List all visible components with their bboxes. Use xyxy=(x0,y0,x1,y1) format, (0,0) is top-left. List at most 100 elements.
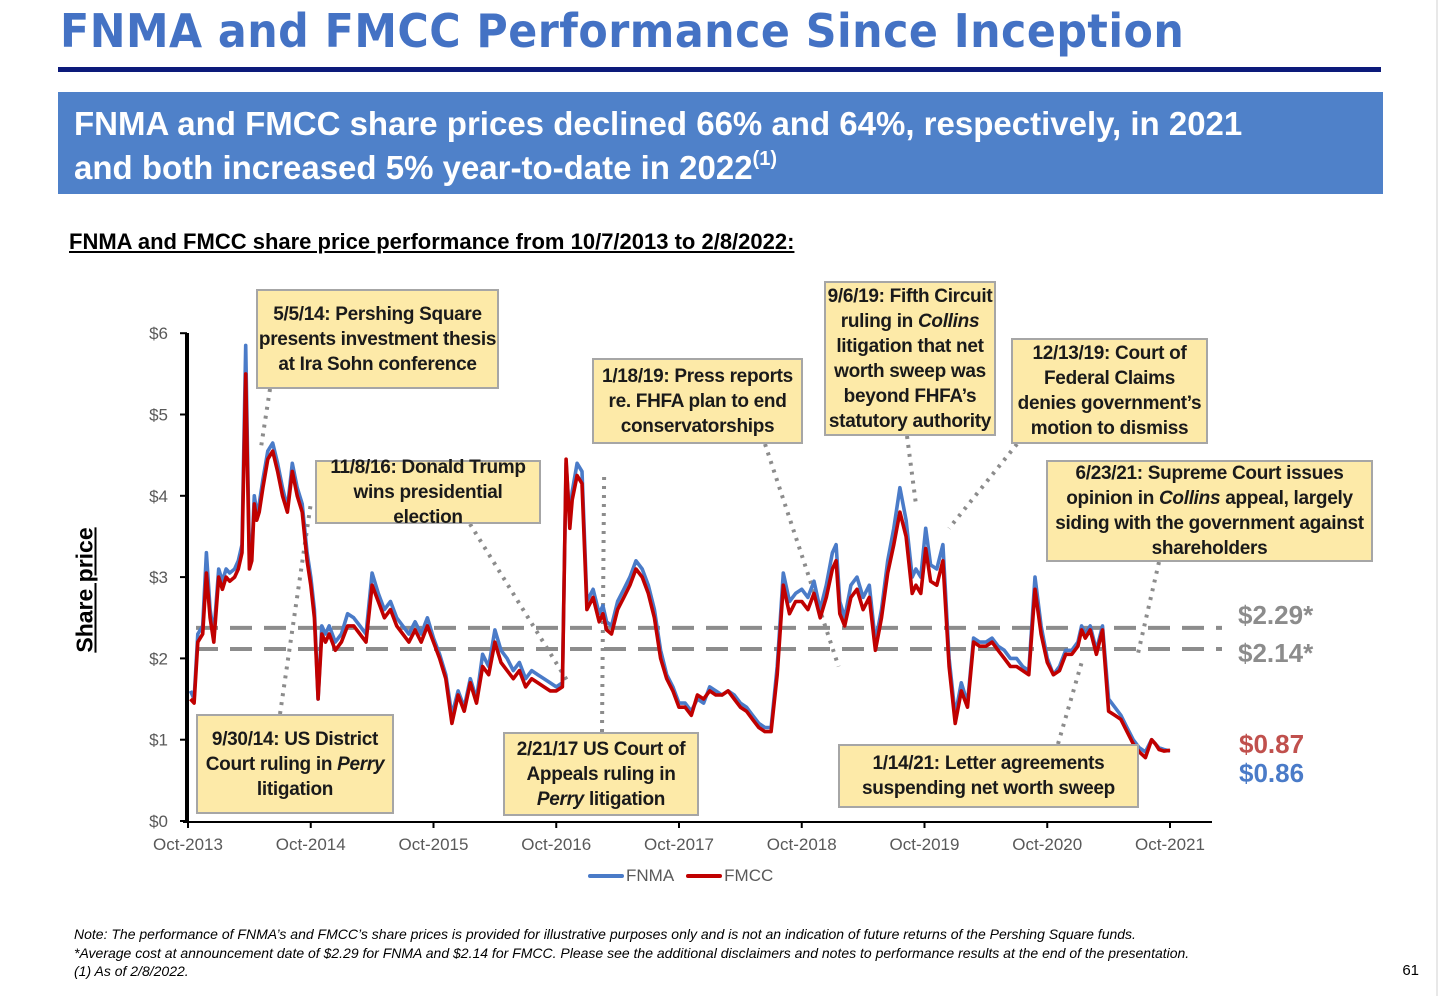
footnote-average-cost: *Average cost at announcement date of $2… xyxy=(74,944,1190,961)
series-line-fmcc xyxy=(189,372,1171,760)
x-tick-label: Oct-2018 xyxy=(767,835,837,854)
callout-line: Perry litigation xyxy=(536,788,666,810)
callout-line: beyond FHFA’s xyxy=(843,385,977,407)
callout-ira-sohn: 5/5/14: Pershing Square presents investme… xyxy=(256,289,499,389)
callout-letter-agreements: 1/14/21: Letter agreements suspending net… xyxy=(838,744,1139,808)
callout-court-of-appeals: 2/21/17 US Court of Appeals ruling in Perr… xyxy=(503,732,699,816)
callout-line: 12/13/19: Court of xyxy=(1032,343,1187,364)
legend-label-fnma: FNMA xyxy=(626,866,675,885)
callout-line: re. FHFA plan to end xyxy=(608,390,787,412)
callout-text: 1/14/21: Letter agreements suspending net… xyxy=(862,751,1115,801)
callout-line: 1/14/21: Letter agreements xyxy=(872,753,1105,774)
chart-legend: FNMA FMCC xyxy=(588,866,781,886)
callout-text: 5/5/14: Pershing Square presents investme… xyxy=(259,302,496,377)
leader-line-fifth-circuit xyxy=(905,435,918,505)
callout-line: opinion in Collins appeal, largely xyxy=(1066,488,1353,509)
title-divider xyxy=(58,67,1381,72)
callout-line: ruling in Collins xyxy=(840,310,980,332)
footnotes: Note: The performance of FNMA’s and FMCC… xyxy=(74,925,1189,981)
fnma-avg-cost-label: $2.29* xyxy=(1238,600,1314,630)
callout-line: 5/5/14: Pershing Square xyxy=(273,303,482,325)
callout-line: denies government’s xyxy=(1017,393,1202,414)
fmcc-avg-cost-label: $2.14* xyxy=(1238,638,1314,668)
callout-text: 12/13/19: Court of Federal Claims denies g… xyxy=(1018,341,1202,441)
callout-text: 9/30/14: US District Court ruling in Perr… xyxy=(205,727,385,802)
reference-lines xyxy=(196,625,1222,652)
axes: $0 $1 $2 $3 $4 $5 $6 Oct-2013 Oct-2014 Oct-2015 Oc… xyxy=(149,324,1212,854)
page-number: 61 xyxy=(1402,962,1419,979)
banner-line-2-text: and both increased 5% year-to-date in 20… xyxy=(74,149,753,186)
y-tick-label: $0 xyxy=(149,812,168,831)
callout-trump: 11/8/16: Donald Trump wins presidential e… xyxy=(315,457,541,528)
x-tick-label: Oct-2015 xyxy=(399,835,469,854)
legend-item-fnma: FNMA xyxy=(588,866,674,886)
slide-edge xyxy=(1436,0,1438,996)
callout-district-court: 9/30/14: US District Court ruling in Perr… xyxy=(196,714,394,814)
callout-line: 1/18/19: Press reports xyxy=(602,365,793,387)
x-tick-label: Oct-2020 xyxy=(1012,835,1082,854)
y-tick-label: $2 xyxy=(149,649,168,668)
leader-line-press-reports xyxy=(763,443,841,668)
callout-line: wins presidential election xyxy=(353,481,503,528)
callout-line: litigation xyxy=(256,778,334,800)
summary-banner: FNMA and FMCC share prices declined 66% … xyxy=(58,92,1383,194)
callout-line: Court ruling in Perry xyxy=(205,753,385,775)
leader-line-court-of-appeals xyxy=(600,475,607,733)
callout-text: 1/18/19: Press reports re. FHFA plan to e… xyxy=(602,364,793,439)
callout-line: 9/6/19: Fifth Circuit xyxy=(827,285,993,307)
fnma-end-price-label: $0.86 xyxy=(1239,758,1305,788)
series-lines xyxy=(188,343,1171,760)
callout-text: 9/6/19: Fifth Circuit ruling in Collins li… xyxy=(828,284,993,434)
y-tick-label: $1 xyxy=(149,731,168,750)
x-tick-label: Oct-2013 xyxy=(153,835,223,854)
y-tick-label: $4 xyxy=(149,487,168,506)
callout-line: worth sweep was xyxy=(834,360,986,382)
fmcc-end-price-label: $0.87 xyxy=(1239,729,1305,759)
callout-court-federal-claims: 12/13/19: Court of Federal Claims denies g… xyxy=(1011,338,1208,444)
footnote-as-of: (1) As of 2/8/2022. xyxy=(74,963,189,979)
legend-item-fmcc: FMCC xyxy=(686,866,773,886)
callout-line: conservatorships xyxy=(620,415,775,437)
callout-line: presents investment thesis xyxy=(258,328,497,350)
callout-line: litigation that net xyxy=(836,335,984,357)
callout-line: at Ira Sohn conference xyxy=(278,353,477,375)
callout-supreme-court: 6/23/21: Supreme Court issues opinion in … xyxy=(1046,460,1373,562)
callout-fifth-circuit: 9/6/19: Fifth Circuit ruling in Collins li… xyxy=(824,281,996,436)
banner-footnote-ref: (1) xyxy=(752,148,777,170)
banner-line-2: and both increased 5% year-to-date in 20… xyxy=(74,146,1367,190)
x-tick-label: Oct-2019 xyxy=(890,835,960,854)
callout-text: 11/8/16: Donald Trump wins presidential e… xyxy=(317,455,539,530)
slide-title: FNMA and FMCC Performance Since Inceptio… xyxy=(60,4,1185,58)
callout-line: statutory authority xyxy=(828,410,992,432)
banner-line-1: FNMA and FMCC share prices declined 66% … xyxy=(74,105,1243,142)
footnote-disclaimer: Note: The performance of FNMA’s and FMCC… xyxy=(74,926,1136,942)
leader-line-court-federal-claims xyxy=(947,442,1019,530)
y-tick-label: $3 xyxy=(149,568,168,587)
chart-subtitle: FNMA and FMCC share price performance fr… xyxy=(69,229,795,254)
callout-line: 2/21/17 US Court of xyxy=(516,738,686,760)
callout-line: 11/8/16: Donald Trump xyxy=(330,456,526,478)
x-tick-label: Oct-2016 xyxy=(521,835,591,854)
callout-line: 9/30/14: US District xyxy=(211,728,379,750)
callout-press-reports: 1/18/19: Press reports re. FHFA plan to e… xyxy=(592,358,803,444)
callout-line: shareholders xyxy=(1151,538,1268,559)
callout-leader-lines xyxy=(258,388,1161,745)
x-tick-label: Oct-2017 xyxy=(644,835,714,854)
leader-line-trump xyxy=(468,522,571,684)
callout-line: siding with the government against xyxy=(1055,513,1364,534)
callout-line: 6/23/21: Supreme Court issues xyxy=(1075,463,1344,484)
legend-label-fmcc: FMCC xyxy=(724,866,774,885)
y-tick-label: $6 xyxy=(149,324,168,343)
legend-swatch-fnma xyxy=(588,874,624,878)
x-tick-label: Oct-2021 xyxy=(1135,835,1205,854)
callout-line: suspending net worth sweep xyxy=(862,778,1115,799)
callout-line: Appeals ruling in xyxy=(526,763,676,785)
legend-swatch-fmcc xyxy=(686,874,723,878)
leader-line-ira-sohn xyxy=(258,388,272,452)
callout-line: Federal Claims xyxy=(1044,368,1175,389)
callout-line: motion to dismiss xyxy=(1030,418,1189,439)
leader-line-letter-agreements xyxy=(1056,657,1085,745)
leader-line-supreme-court xyxy=(1134,561,1161,659)
x-tick-label: Oct-2014 xyxy=(276,835,346,854)
